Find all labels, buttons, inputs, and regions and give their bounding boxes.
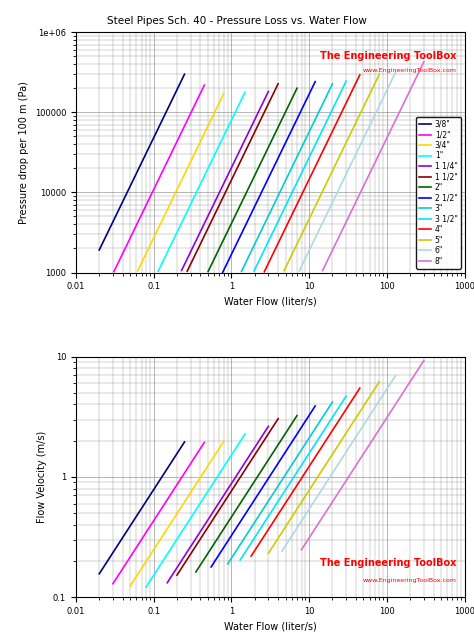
Text: www.EngineeringToolBox.com: www.EngineeringToolBox.com bbox=[363, 68, 457, 73]
Text: The Engineering ToolBox: The Engineering ToolBox bbox=[320, 51, 457, 62]
X-axis label: Water Flow (liter/s): Water Flow (liter/s) bbox=[224, 297, 317, 307]
Y-axis label: Flow Velocity (m/s): Flow Velocity (m/s) bbox=[37, 431, 47, 523]
Text: www.EngineeringToolBox.com: www.EngineeringToolBox.com bbox=[363, 578, 457, 583]
Y-axis label: Pressure drop per 100 m (Pa): Pressure drop per 100 m (Pa) bbox=[19, 81, 29, 224]
Text: The Engineering ToolBox: The Engineering ToolBox bbox=[320, 558, 457, 568]
Text: Steel Pipes Sch. 40 - Pressure Loss vs. Water Flow: Steel Pipes Sch. 40 - Pressure Loss vs. … bbox=[107, 16, 367, 26]
X-axis label: Water Flow (liter/s): Water Flow (liter/s) bbox=[224, 621, 317, 631]
Legend: 3/8", 1/2", 3/4", 1", 1 1/4", 1 1/2", 2", 2 1/2", 3", 3 1/2", 4", 5", 6", 8": 3/8", 1/2", 3/4", 1", 1 1/4", 1 1/2", 2"… bbox=[417, 117, 461, 269]
